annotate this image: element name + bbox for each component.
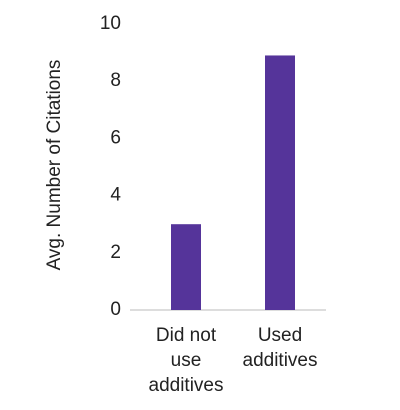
y-tick-label: 10 [100, 13, 121, 34]
y-axis-label: Avg. Number of Citations [44, 60, 65, 271]
y-tick-label: 6 [110, 127, 121, 148]
bar [265, 55, 295, 311]
bar [171, 224, 201, 310]
x-tick-label: Used additives [242, 325, 318, 371]
y-tick-label: 8 [110, 70, 121, 91]
y-tick-label: 2 [110, 242, 121, 263]
x-tick-label: Did not use additives [148, 325, 224, 396]
y-tick-label: 0 [110, 299, 121, 320]
y-tick-label: 4 [110, 185, 121, 206]
